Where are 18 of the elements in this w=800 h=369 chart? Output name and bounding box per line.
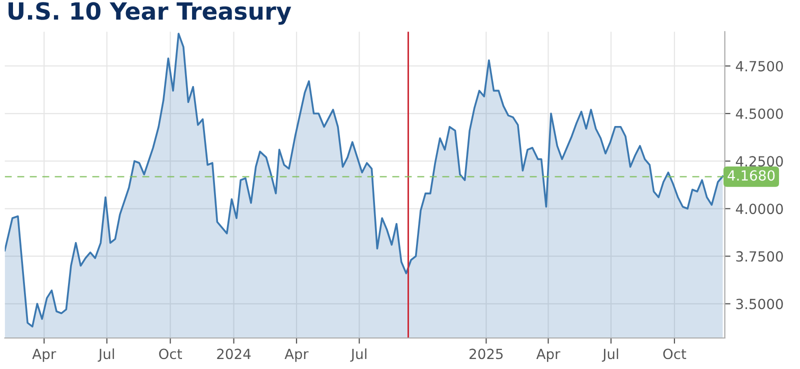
x-tick-label: Jul — [98, 348, 114, 362]
x-tick-label: Apr — [536, 348, 560, 362]
x-tick-label: 2025 — [470, 348, 503, 360]
y-tick-label: 4.2500 — [736, 156, 783, 167]
y-tick-label: 4.0000 — [736, 204, 783, 214]
y-tick-label: 3.7500 — [736, 251, 783, 262]
x-tick-label: Apr — [32, 348, 56, 362]
y-tick-label: 4.5000 — [736, 108, 783, 120]
x-tick-label: Jul — [602, 348, 618, 362]
y-tick-label: 4.7500 — [736, 60, 783, 72]
y-tick-label: 3.5000 — [736, 298, 783, 310]
x-tick-label: Oct — [159, 348, 182, 360]
chart-title: U.S. 10 Year Treasury — [8, 2, 292, 25]
ref-line-label: 4.1680 — [728, 170, 775, 181]
x-tick-label: 2024 — [217, 348, 251, 360]
x-tick-label: Apr — [284, 348, 309, 362]
x-tick-label: Oct — [663, 348, 686, 360]
x-tick-label: Jul — [350, 348, 366, 362]
